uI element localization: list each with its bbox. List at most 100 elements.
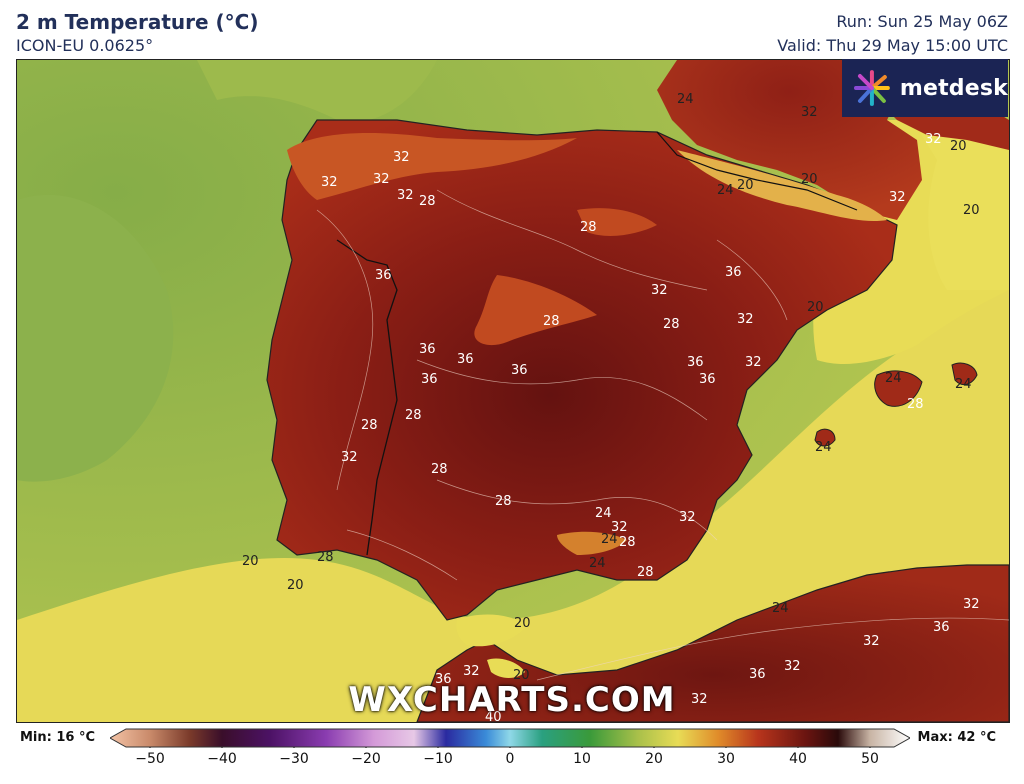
contour-label: 40 xyxy=(485,710,502,723)
legend-tick-label: −10 xyxy=(423,751,453,767)
contour-label: 20 xyxy=(950,139,967,154)
metdesk-wordmark: metdesk xyxy=(899,75,1008,101)
contour-label: 24 xyxy=(772,601,789,616)
contour-label: 32 xyxy=(863,634,880,649)
contour-label: 32 xyxy=(691,692,708,707)
contour-label: 20 xyxy=(513,668,530,683)
contour-label: 20 xyxy=(737,178,754,193)
contour-label: 36 xyxy=(375,268,392,283)
alboran-coast xyxy=(487,658,525,678)
map-canvas xyxy=(17,60,1009,722)
contour-label: 24 xyxy=(815,440,832,455)
contour-label: 36 xyxy=(435,672,452,687)
wxcharts-watermark: WXCHARTS.COM xyxy=(348,680,676,720)
contour-label: 32 xyxy=(737,312,754,327)
metdesk-logo[interactable]: metdesk xyxy=(842,59,1008,117)
cool-ocean-patch xyxy=(17,194,174,482)
contour-label: 20 xyxy=(963,203,980,218)
contour-label: 20 xyxy=(287,578,304,593)
contour-label: 36 xyxy=(421,372,438,387)
contour-label: 24 xyxy=(589,556,606,571)
metdesk-logo-icon xyxy=(853,70,890,106)
mallorca-island xyxy=(874,370,923,407)
contour-label: 32 xyxy=(611,520,628,535)
legend-tick-label: −50 xyxy=(135,751,165,767)
ibiza-island xyxy=(814,428,836,447)
contour-label: 28 xyxy=(619,535,636,550)
spain-france-border xyxy=(656,131,858,211)
contour-label: 28 xyxy=(907,397,924,412)
contour-label: 36 xyxy=(457,352,474,367)
contour-label: 24 xyxy=(885,371,902,386)
legend-tick-label: 40 xyxy=(789,751,807,767)
legend-tick-label: 10 xyxy=(573,751,591,767)
contour-label: 24 xyxy=(717,183,734,198)
isotherm-lines xyxy=(316,189,1009,681)
contour-label: 32 xyxy=(373,172,390,187)
portugal-spain-border xyxy=(336,239,398,556)
contour-label: 20 xyxy=(801,172,818,187)
contour-label: 28 xyxy=(637,565,654,580)
temperature-map[interactable]: 32 32 32 32 28 28 36 36 32 28 28 32 36 3… xyxy=(16,59,1010,723)
min-temperature-label: Min: 16 °C xyxy=(20,730,96,745)
model-label: ICON-EU 0.0625° xyxy=(16,36,154,55)
contour-label: 28 xyxy=(317,550,334,565)
contour-label: 32 xyxy=(341,450,358,465)
contour-label: 24 xyxy=(955,377,972,392)
contour-label: 28 xyxy=(663,317,680,332)
contour-label: 32 xyxy=(393,150,410,165)
contour-label: 36 xyxy=(699,372,716,387)
contour-label: 32 xyxy=(801,105,818,120)
contour-label: 32 xyxy=(925,132,942,147)
contour-label: 32 xyxy=(784,659,801,674)
sierra-nevada xyxy=(557,531,627,555)
contour-label: 20 xyxy=(807,300,824,315)
contour-label: 28 xyxy=(580,220,597,235)
contour-label: 32 xyxy=(745,355,762,370)
max-temperature-label: Max: 42 °C xyxy=(917,730,996,745)
temperature-legend: Min: 16 °C Max: 42 °C xyxy=(0,724,1024,784)
iberian-range xyxy=(577,208,657,236)
contour-label-layer: 32 32 32 32 28 28 36 36 32 28 28 32 36 3… xyxy=(17,60,1009,722)
contour-label: 28 xyxy=(543,314,560,329)
cantabrian-mountains xyxy=(287,133,577,200)
valid-time: Valid: Thu 29 May 15:00 UTC xyxy=(777,36,1008,55)
central-system xyxy=(474,275,597,346)
ligurian-sea xyxy=(912,120,1009,290)
contour-label: 28 xyxy=(495,494,512,509)
contour-label: 28 xyxy=(431,462,448,477)
contour-label: 36 xyxy=(725,265,742,280)
contour-label: 32 xyxy=(651,283,668,298)
contour-label: 32 xyxy=(679,510,696,525)
contour-label: 28 xyxy=(361,418,378,433)
legend-tick-label: −40 xyxy=(207,751,237,767)
contour-label: 32 xyxy=(889,190,906,205)
contour-label: 32 xyxy=(463,664,480,679)
contour-label: 36 xyxy=(687,355,704,370)
contour-label: 24 xyxy=(595,506,612,521)
contour-label: 32 xyxy=(321,175,338,190)
contour-label: 20 xyxy=(242,554,259,569)
contour-label: 36 xyxy=(933,620,950,635)
contour-label: 28 xyxy=(405,408,422,423)
contour-label: 32 xyxy=(963,597,980,612)
run-time: Run: Sun 25 May 06Z xyxy=(836,12,1008,31)
legend-tick-label: 20 xyxy=(645,751,663,767)
legend-tick-label: −30 xyxy=(279,751,309,767)
contour-label: 28 xyxy=(419,194,436,209)
contour-label: 36 xyxy=(511,363,528,378)
contour-label: 36 xyxy=(419,342,436,357)
menorca-island xyxy=(951,362,978,386)
legend-tick-label: −20 xyxy=(351,751,381,767)
legend-tick-label: 50 xyxy=(861,751,879,767)
contour-label: 36 xyxy=(749,667,766,682)
contour-label: 24 xyxy=(601,532,618,547)
contour-label: 32 xyxy=(397,188,414,203)
iberian-peninsula xyxy=(266,119,898,621)
chart-title: 2 m Temperature (°C) xyxy=(16,10,259,34)
color-scale-bar xyxy=(110,728,910,748)
bay-of-biscay xyxy=(197,60,437,122)
legend-tick-label: 0 xyxy=(505,751,515,767)
contour-label: 20 xyxy=(514,616,531,631)
contour-label: 24 xyxy=(677,92,694,107)
